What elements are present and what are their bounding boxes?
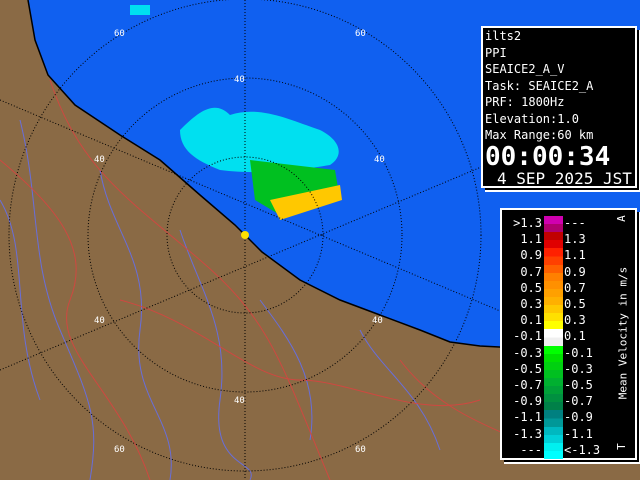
legend-color-swatch xyxy=(544,442,563,459)
legend-right-value: 0.1 xyxy=(564,329,586,344)
station-name: ilts2 xyxy=(485,29,522,43)
legend-title: Mean Velocity in m/s xyxy=(616,266,630,400)
legend-left-value: -1.1 xyxy=(513,410,542,425)
legend-color-swatch xyxy=(544,232,563,249)
range-label-40: 40 xyxy=(94,155,105,165)
legend-right-value: 1.3 xyxy=(564,232,586,247)
legend-left-value: -0.5 xyxy=(513,361,542,376)
legend-right-value: 0.9 xyxy=(564,264,586,279)
legend-left-value: -0.7 xyxy=(513,378,542,392)
legend-left-value: -0.1 xyxy=(513,329,542,344)
legend-right-value: -0.3 xyxy=(564,361,593,376)
coastline xyxy=(27,0,640,353)
legend-right-value: 1.1 xyxy=(564,248,586,263)
legend-color-swatch xyxy=(544,378,563,395)
elevation-value: Elevation:1.0 xyxy=(485,111,579,126)
legend-right-value: --- xyxy=(564,216,586,230)
legend-color-swatch xyxy=(544,280,563,297)
legend-right-value: -0.9 xyxy=(564,410,593,425)
task-name: Task: SEAICE2_A xyxy=(485,78,594,93)
legend-top-mark: A xyxy=(614,215,628,222)
range-label-60: 60 xyxy=(355,29,366,39)
product-name: SEAICE2_A_V xyxy=(485,62,565,76)
legend-color-swatch xyxy=(544,361,563,378)
legend-left-value: -0.9 xyxy=(513,394,542,409)
max-range-value: Max Range:60 km xyxy=(485,128,594,142)
legend-right-value: -0.1 xyxy=(564,345,593,360)
range-label-40: 40 xyxy=(234,396,245,406)
legend-left-value: >1.3 xyxy=(513,216,542,230)
legend-left-value: 0.3 xyxy=(520,297,542,311)
range-label-60: 60 xyxy=(114,29,125,39)
range-label-40: 40 xyxy=(374,155,385,165)
range-label-60: 60 xyxy=(114,445,125,455)
legend-left-value: --- xyxy=(520,442,542,457)
legend-color-swatch xyxy=(544,313,563,330)
legend-color-swatch xyxy=(544,410,563,427)
legend-color-swatch xyxy=(544,264,563,281)
legend-right-value: -0.7 xyxy=(564,394,593,409)
scan-date: 4 SEP 2025 JST xyxy=(497,168,632,188)
legend-color-swatch xyxy=(544,345,563,362)
scan-mode: PPI xyxy=(485,45,507,60)
range-label-40: 40 xyxy=(234,75,245,85)
legend-left-value: -0.3 xyxy=(513,345,542,360)
legend-right-value: -1.1 xyxy=(564,426,593,441)
range-label-40: 40 xyxy=(372,316,383,326)
legend-color-swatch xyxy=(544,394,563,411)
legend-right-value: 0.5 xyxy=(564,297,586,311)
velocity-legend: >1.3 --- 1.1 1.3 0.9 1.1 0.7 0.9 0.5 0.7 0.3 0.5 0.1… xyxy=(500,208,637,460)
range-label-40: 40 xyxy=(94,316,105,326)
legend-right-value: 0.3 xyxy=(564,313,586,328)
legend-left-value: 0.7 xyxy=(520,264,542,279)
echoes xyxy=(130,5,342,220)
legend-left-value: 0.5 xyxy=(520,280,542,295)
range-label-60: 60 xyxy=(355,445,366,455)
boundaries xyxy=(0,79,640,480)
info-panel: ilts2 PPI SEAICE2_A_V Task: SEAICE2_A PR… xyxy=(481,26,637,188)
legend-left-value: 0.1 xyxy=(520,313,542,328)
radar-site-marker xyxy=(241,231,249,239)
legend-color-swatch xyxy=(544,329,563,346)
legend-right-value: -0.5 xyxy=(564,378,593,392)
rivers xyxy=(0,119,441,480)
legend-color-swatch xyxy=(544,216,563,233)
legend-color-swatch xyxy=(544,297,563,314)
legend-right-value: <-1.3 xyxy=(564,442,601,457)
legend-color-swatch xyxy=(544,426,563,443)
legend-right-value: 0.7 xyxy=(564,280,586,295)
prf-value: PRF: 1800Hz xyxy=(485,95,565,109)
scan-time: 00:00:34 xyxy=(485,141,611,172)
legend-left-value: -1.3 xyxy=(513,426,542,441)
legend-left-value: 1.1 xyxy=(520,232,542,247)
legend-color-swatch xyxy=(544,248,563,265)
legend-left-value: 0.9 xyxy=(520,248,542,263)
legend-bottom-mark: T xyxy=(614,443,628,450)
